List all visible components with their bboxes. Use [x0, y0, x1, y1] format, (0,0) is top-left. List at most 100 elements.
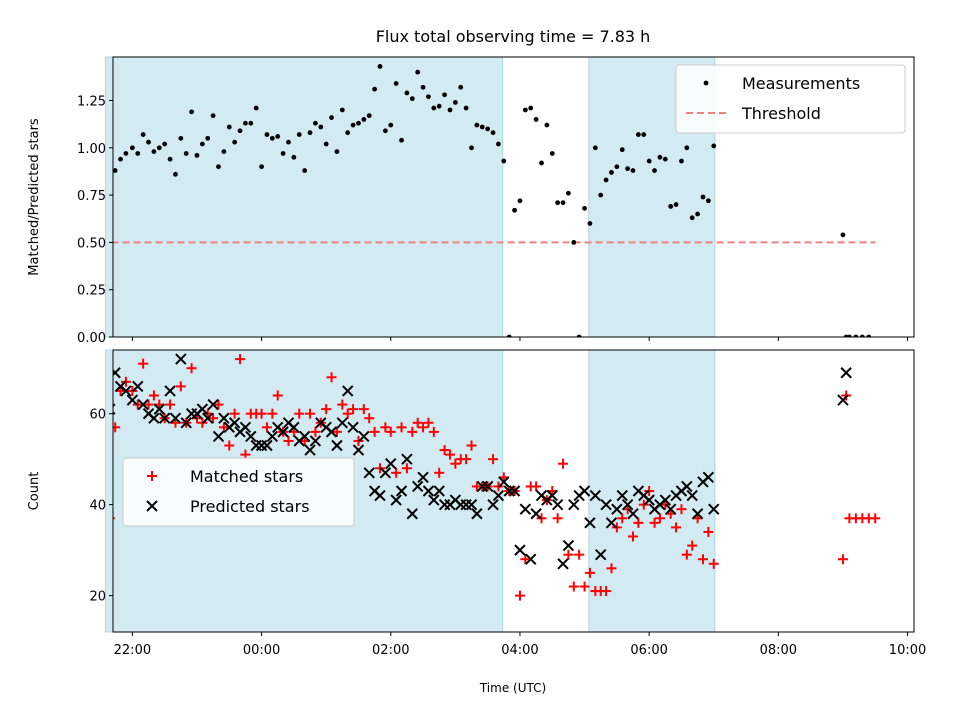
matched-star-point: [218, 422, 229, 433]
matched-star-point: [434, 467, 445, 478]
measurement-point: [522, 107, 528, 113]
measurement-point: [232, 139, 238, 145]
predicted-star-point: [611, 503, 623, 515]
predicted-star-point: [659, 494, 672, 506]
y-tick-label: 1.00: [77, 142, 106, 157]
predicted-star-point: [358, 430, 370, 443]
measurement-point: [356, 120, 361, 126]
predicted-star-point: [422, 485, 435, 497]
matched-star-point: [703, 526, 714, 537]
matched-star-point: [267, 408, 278, 419]
predicted-star-point: [180, 417, 192, 429]
measurement-point: [221, 149, 227, 154]
predicted-star-point: [471, 508, 483, 520]
matched-star-point: [466, 440, 477, 451]
measurement-point: [426, 94, 431, 100]
measurement-point: [501, 158, 507, 164]
predicted-star-point: [481, 480, 494, 493]
measurement-point: [248, 120, 254, 126]
measurement-point: [614, 164, 620, 170]
measurement-point: [178, 135, 184, 141]
matched-star-point: [364, 413, 375, 424]
predicted-star-point: [325, 426, 338, 438]
measurement-point: [151, 149, 157, 154]
legend-box: [122, 457, 355, 527]
predicted-star-point: [228, 417, 241, 429]
measurement-point: [528, 105, 534, 111]
measurement-point: [275, 134, 281, 139]
measurement-point: [366, 113, 372, 119]
y-axis-label: Count: [27, 472, 42, 511]
measurement-point: [323, 141, 329, 147]
measurement-point: [210, 113, 216, 119]
predicted-star-point: [347, 421, 359, 434]
matched-star-point: [358, 404, 369, 415]
matched-star-point: [617, 513, 628, 524]
measurement-point: [479, 124, 485, 130]
legend-measurement-marker: [703, 80, 709, 86]
measurement-point: [587, 221, 593, 226]
matched-star-point: [385, 426, 396, 437]
matched-star-point: [84, 613, 94, 623]
predicted-star-point: [708, 503, 720, 515]
y-tick-label: 0.75: [77, 189, 106, 204]
predicted-star-point: [621, 498, 634, 511]
matched-star-point: [391, 467, 402, 478]
measurement-point: [853, 334, 859, 337]
measurement-point: [199, 141, 205, 147]
predicted-star-point: [304, 444, 316, 456]
measurement-point: [705, 198, 711, 204]
matched-star-point: [428, 426, 439, 437]
predicted-star-point: [298, 430, 311, 443]
axes-frame: [112, 349, 915, 633]
matched-star-point: [606, 563, 617, 574]
x-tick-label: 02:00: [372, 643, 409, 658]
matched-star-point: [213, 399, 224, 410]
matched-star-point: [272, 390, 283, 401]
predicted-star-point: [605, 517, 618, 529]
measurement-point: [474, 122, 480, 128]
matched-star-point: [294, 408, 305, 419]
predicted-star-point: [218, 412, 230, 424]
predicted-star-point: [498, 476, 510, 488]
predicted-star-point: [175, 353, 187, 365]
measurement-point: [442, 92, 447, 98]
measurement-point: [452, 100, 458, 105]
legend-label: Matched stars: [190, 467, 303, 486]
measurement-point: [469, 145, 474, 151]
matched-star-point: [584, 567, 595, 578]
measurement-point: [873, 0, 878, 2]
x-tick-label: 08:00: [760, 643, 797, 658]
predicted-star-point: [840, 367, 852, 379]
top-panel: 0.00 0.25 0.50 0.75 1.00 1.25 Matched/Predicte…: [27, 0, 915, 346]
matched-star-point: [74, 613, 84, 623]
measurement-point: [592, 145, 598, 151]
measurement-point: [544, 122, 550, 128]
predicted-star-point: [562, 539, 575, 552]
measurement-point: [205, 135, 211, 141]
measurement-point: [318, 124, 324, 130]
y-tick-label: 0.25: [77, 284, 106, 299]
measurement-point: [388, 122, 394, 128]
matched-star-point: [514, 590, 525, 601]
matched-star-point: [574, 549, 585, 560]
predicted-star-point: [578, 485, 591, 497]
predicted-star-point: [702, 471, 715, 484]
measurement-point: [350, 122, 356, 128]
matched-star-point: [671, 522, 682, 533]
matched-star-point: [95, 613, 105, 623]
measurement-point: [840, 232, 846, 238]
measurement-point: [566, 190, 571, 196]
matched-star-point: [708, 558, 719, 569]
bottom-panel: 20 40 60 22:00 00:00 02:00 04:00 06:00 08:00 10:0…: [27, 349, 926, 658]
predicted-star-point: [492, 489, 505, 502]
matched-star-point: [654, 513, 665, 524]
predicted-star-point: [261, 439, 273, 452]
measurement-point: [269, 135, 275, 141]
measurement-point: [216, 164, 221, 170]
matched-star-point: [321, 404, 332, 415]
measurement-point: [496, 141, 501, 147]
matched-star-point: [305, 408, 316, 419]
legend-label: Threshold: [741, 104, 821, 123]
legend-box: [675, 64, 906, 134]
